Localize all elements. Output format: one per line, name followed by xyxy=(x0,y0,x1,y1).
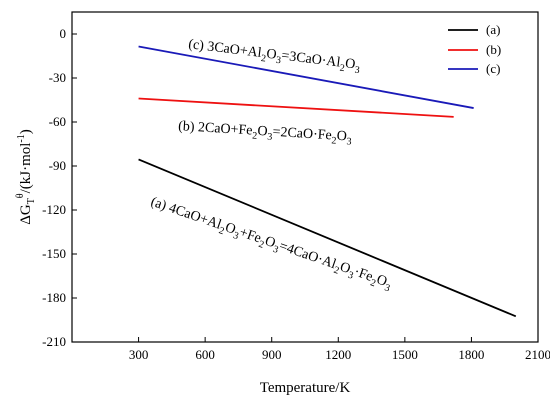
annotation-a-10: O xyxy=(338,260,352,277)
annotation-a-4: +Fe xyxy=(237,225,263,246)
y-tick-label: -30 xyxy=(49,70,66,85)
annotation-c-3: 3 xyxy=(275,55,281,67)
annotation-b-4: =2CaO·Fe xyxy=(272,125,332,144)
annotation-b-5: 2 xyxy=(331,135,337,146)
axis-ticks: 300 600 900 1200 1500 1800 2100 0 -30 -60 -90 -120 -… xyxy=(42,26,550,362)
y-axis-label: ΔGTθ/(kJ·mol-1) xyxy=(15,129,37,225)
y-tick-label: 0 xyxy=(60,26,67,41)
y-axis-label-sup: θ xyxy=(15,193,26,198)
series-line-b xyxy=(138,97,454,118)
series-line-c xyxy=(138,45,474,109)
y-tick-label: -90 xyxy=(49,158,66,173)
x-tick-label: 1200 xyxy=(325,347,351,362)
y-axis-label-units: /(kJ·mol xyxy=(18,143,34,194)
series-lines xyxy=(138,45,517,318)
plot-frame xyxy=(71,11,539,343)
annotation-a-15: 3 xyxy=(383,282,391,294)
annotation-a-7: 3 xyxy=(271,244,279,256)
annotation-c-4: =3CaO·Al xyxy=(281,49,342,71)
legend-label-c: (c) xyxy=(486,61,500,76)
annotation-a-0: (a) 4CaO+Al xyxy=(149,195,224,233)
annotation-c-1: 2 xyxy=(260,53,266,65)
y-tick-label: -210 xyxy=(42,334,66,349)
annotation-c-7: 3 xyxy=(354,65,360,77)
y-tick-label: -150 xyxy=(42,246,66,261)
annotation-c: (c) 3CaO+Al2O3=3CaO·Al2O3 xyxy=(187,37,361,76)
annotation-c-2: O xyxy=(266,47,278,63)
annotation-b: (b) 2CaO+Fe2O3=2CaO·Fe2O3 xyxy=(178,119,353,148)
annotation-a-1: 2 xyxy=(217,225,225,237)
annotation-b-2: O xyxy=(257,124,268,140)
y-tick-label: -120 xyxy=(42,202,66,217)
y-tick-label: -60 xyxy=(49,114,66,129)
annotation-b-3: 3 xyxy=(267,131,273,142)
annotation-a-13: 2 xyxy=(369,277,377,289)
y-axis-label-units-close: ) xyxy=(18,129,34,134)
series-line-a xyxy=(138,158,517,318)
annotation-c-6: O xyxy=(344,56,356,72)
x-tick-label: 2100 xyxy=(525,347,550,362)
legend-label-a: (a) xyxy=(486,22,500,37)
annotation-b-1: 2 xyxy=(252,131,258,142)
y-tick-label: -180 xyxy=(42,290,66,305)
annotation-a-11: 3 xyxy=(346,270,354,282)
x-axis-label: Temperature/K xyxy=(260,380,351,396)
x-tick-label: 900 xyxy=(262,347,282,362)
annotation-a-9: 2 xyxy=(332,265,340,277)
legend-label-b: (b) xyxy=(486,42,501,57)
x-tick-label: 1800 xyxy=(458,347,484,362)
y-axis-label-units-sup: -1 xyxy=(16,134,27,142)
annotation-a: (a) 4CaO+Al2O3+Fe2O3=4CaO·Al2O3·Fe2O3 xyxy=(148,195,394,295)
annotation-b-0: (b) 2CaO+Fe xyxy=(178,119,253,139)
x-tick-label: 300 xyxy=(129,347,149,362)
annotation-a-2: O xyxy=(223,220,237,237)
legend: (a) (b) (c) xyxy=(448,22,501,76)
annotation-a-14: O xyxy=(374,272,388,289)
annotation-b-6: O xyxy=(336,129,347,145)
annotation-a-12: ·Fe xyxy=(352,265,375,285)
annotation-a-6: O xyxy=(263,234,277,251)
annotation-a-5: 2 xyxy=(257,239,265,251)
y-axis-label-main: ΔG xyxy=(18,204,34,225)
annotation-a-8: =4CaO·Al xyxy=(277,239,338,272)
annotation-a-3: 3 xyxy=(232,230,240,242)
x-tick-label: 600 xyxy=(195,347,215,362)
y-axis-label-sub: T xyxy=(26,198,37,204)
annotation-c-5: 2 xyxy=(339,63,345,75)
x-tick-label: 1500 xyxy=(392,347,418,362)
annotation-b-7: 3 xyxy=(346,136,352,147)
